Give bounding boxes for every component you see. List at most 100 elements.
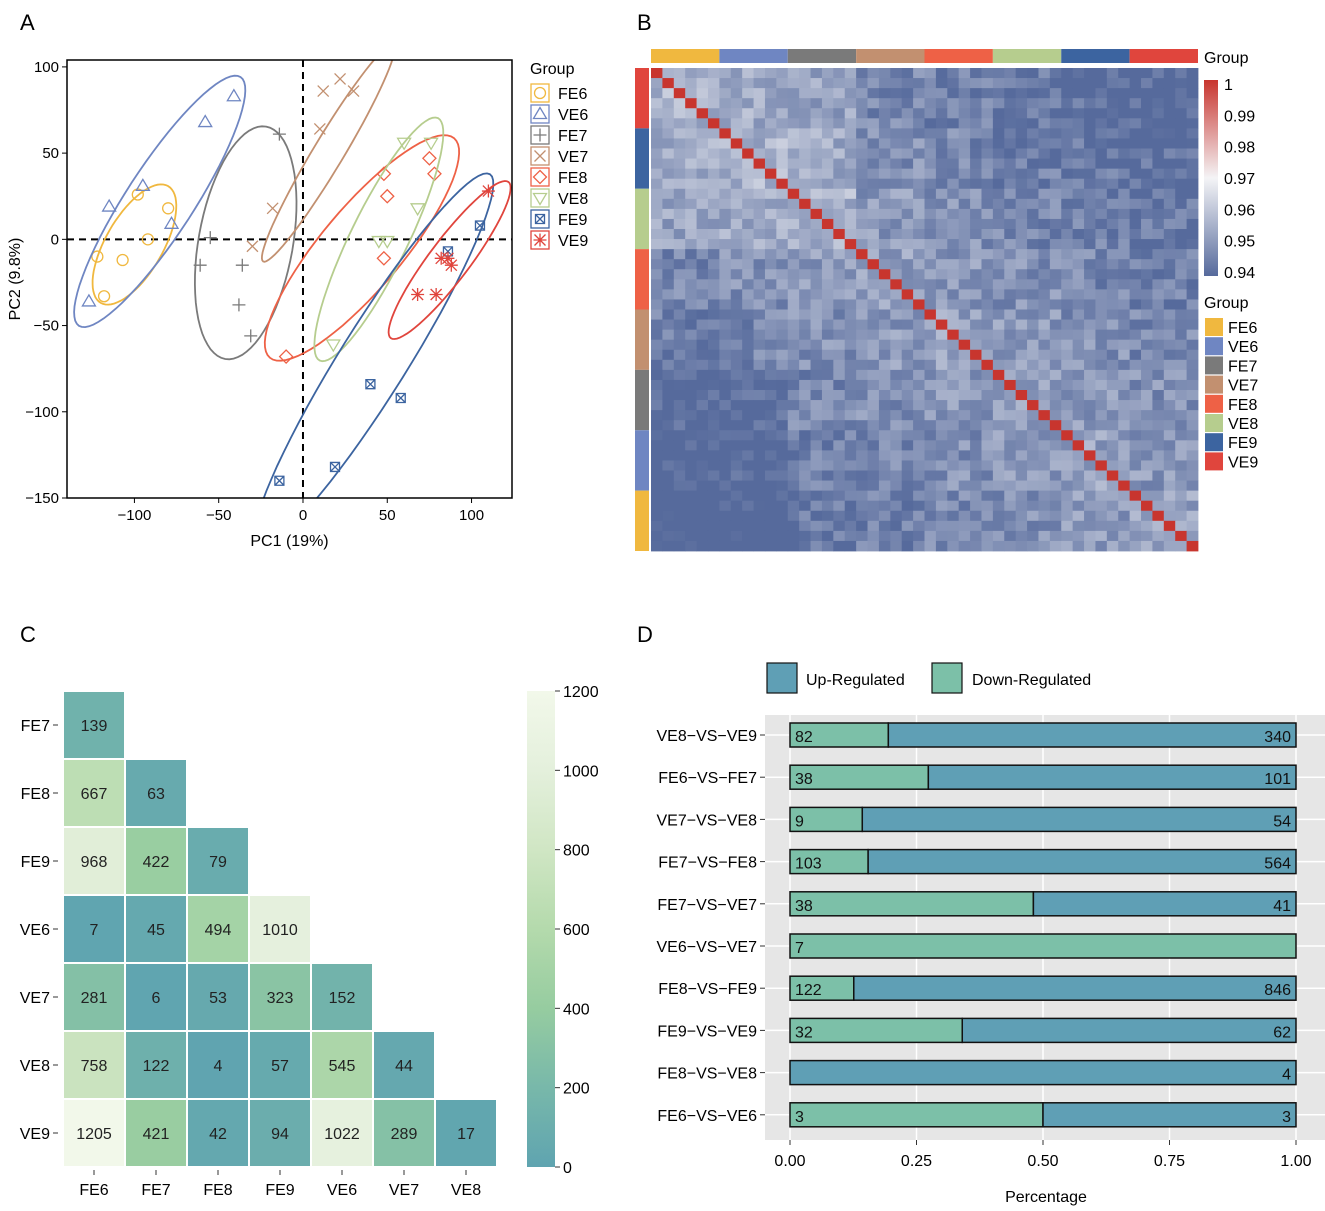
corr-cell [981,218,994,230]
bar-up-value: 3 [1282,1109,1291,1126]
deg-cell-value: 1010 [262,922,298,939]
corr-cell [958,289,971,300]
corr-cell [1106,269,1119,280]
corr-cell [810,359,823,371]
corr-cell [1061,390,1074,401]
corr-cell [1129,369,1142,381]
corr-cell [764,450,777,461]
corr-cell [981,299,994,310]
corr-cell [799,259,811,270]
corr-cell [1084,259,1096,270]
corr-cell [1038,379,1051,391]
deg-cell-value: 422 [143,854,170,871]
side-group-bar-fe8 [635,249,649,310]
corr-cell [685,359,697,371]
corr-colorbar [1204,80,1218,276]
corr-cell [1049,68,1062,79]
corr-cell [970,108,982,119]
pca-point-ve8-2 [371,235,387,249]
pca-legend-marker-ve6 [532,106,548,120]
corr-cell [1106,390,1119,401]
corr-cell [1141,510,1153,522]
corr-cell [1084,279,1096,290]
corr-cell [1163,138,1176,149]
corr-cell [696,510,709,522]
deg-cell-ve8-ve6 [310,1030,374,1100]
pca-y-tick-label: 100 [34,59,59,76]
corr-cell [1015,148,1028,159]
corr-cell [935,540,948,552]
corr-cell [924,118,937,129]
corr-cell [890,450,903,461]
corr-cell [1141,470,1153,481]
corr-cell [730,158,743,170]
corr-cell [1175,98,1188,109]
corr-cell [901,289,914,300]
corr-cell [981,460,994,471]
corr-cell [707,88,720,99]
corr-cell [764,410,777,421]
corr-cell [799,218,811,230]
corr-cell [867,329,880,341]
corr-cell [742,540,754,552]
corr-cell [844,279,857,290]
corr-cell [1106,440,1119,451]
corr-cell [1186,319,1199,331]
corr-cell [799,460,811,471]
corr-cell [890,259,903,270]
corr-cell [833,339,846,351]
corr-cell [799,88,811,99]
corr-cell [730,138,743,149]
corr-cell [958,309,971,320]
corr-cell [935,390,948,401]
corr-cell [753,78,766,89]
corr-cell [1175,349,1188,361]
corr-cell [1027,158,1039,170]
corr-cell [958,490,971,502]
corr-cell [970,249,982,260]
corr-cell [696,349,709,361]
corr-cell [730,410,743,421]
corr-cell [935,530,948,542]
corr-cell [810,68,823,79]
bar-up-7 [853,975,1297,1001]
corr-cell [856,289,868,300]
corr-cell [1084,480,1096,492]
corr-cell [787,249,800,260]
corr-cell [924,259,937,270]
corr-cell [1095,68,1108,79]
corr-cell [730,470,743,481]
corr-cell [742,390,754,401]
corr-cell [810,128,823,139]
corr-cell [821,128,834,139]
deg-cell-ve9-fe8 [186,1098,250,1168]
corr-cell [696,289,709,300]
corr-cell [958,520,971,532]
corr-cell [1186,309,1199,320]
bar-category-label: FE6−VS−FE7 [658,770,757,787]
corr-cell [1175,309,1188,320]
corr-cell [753,269,766,280]
corr-cell [673,259,686,270]
corr-cell [685,158,697,170]
corr-cell [981,78,994,89]
corr-cell [742,168,754,180]
top-group-bar-fe8 [924,49,993,63]
corr-cell [1049,249,1062,260]
corr-cell [981,168,994,180]
pca-point-fe6-1 [91,250,104,263]
corr-cell [1095,510,1108,522]
corr-cell [707,410,720,421]
corr-cell [1141,108,1153,119]
corr-cell [1186,289,1199,300]
corr-cell [1095,480,1108,492]
corr-cell [1084,470,1096,481]
corr-cell [947,369,960,381]
corr-cell [867,349,880,361]
corr-cell [833,500,846,512]
pca-point-ve9-3 [434,251,448,265]
corr-cell [1061,88,1074,99]
corr-cell [1027,269,1039,280]
corr-cell [878,259,891,270]
corr-cell [1118,500,1131,512]
